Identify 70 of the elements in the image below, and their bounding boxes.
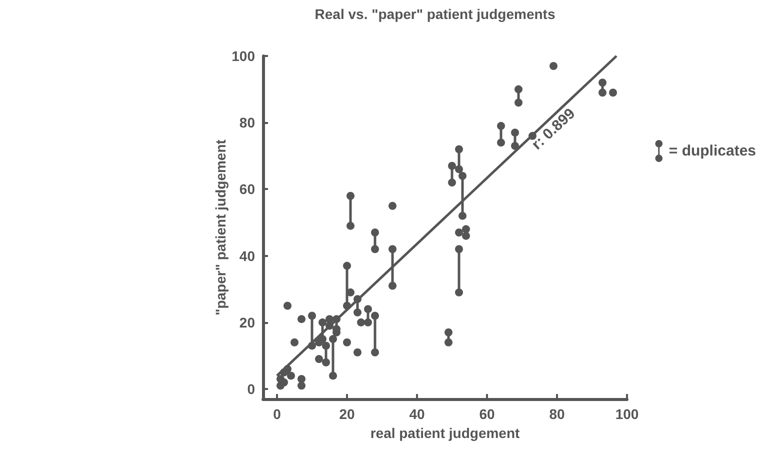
point: [371, 245, 379, 254]
point: [315, 355, 323, 364]
point: [444, 328, 452, 336]
point: [343, 338, 351, 346]
point: [329, 335, 337, 344]
point: [346, 222, 354, 230]
x-tick-label: 100: [615, 406, 639, 422]
point: [326, 315, 334, 324]
point: [298, 315, 306, 324]
point: [354, 348, 362, 356]
x-tick-label: 20: [339, 406, 355, 422]
y-tick-label: 20: [239, 314, 256, 330]
point: [609, 88, 617, 97]
point: [462, 225, 470, 234]
y-tick-label: 40: [239, 248, 256, 264]
chart-title: Real vs. "paper" patient judgements: [314, 6, 556, 22]
point: [550, 62, 558, 70]
point: [388, 282, 396, 290]
y-axis-title: "paper" patient judgement: [212, 139, 229, 316]
point: [444, 338, 452, 346]
point: [343, 262, 351, 270]
point: [497, 122, 505, 130]
x-tick-label: 60: [479, 406, 495, 422]
point: [357, 318, 365, 326]
x-tick-label: 80: [549, 406, 565, 422]
point: [598, 78, 606, 87]
point: [354, 308, 362, 316]
x-tick-label: 40: [409, 406, 425, 422]
x-tick-label: 0: [273, 406, 282, 422]
point: [455, 228, 463, 236]
point: [346, 192, 354, 200]
point: [458, 212, 466, 220]
point: [497, 138, 505, 147]
point: [371, 228, 379, 236]
point: [598, 88, 606, 97]
y-tick-label: 0: [247, 381, 256, 398]
y-tick-label: 80: [239, 114, 256, 131]
point: [455, 245, 463, 254]
legend-label: = duplicates: [668, 142, 756, 160]
point: [364, 318, 372, 326]
point: [329, 372, 337, 380]
point: [287, 372, 295, 380]
point: [364, 305, 372, 314]
point: [455, 145, 463, 154]
point: [371, 312, 379, 320]
point: [322, 342, 330, 350]
point: [308, 312, 316, 320]
point: [290, 338, 298, 346]
point: [322, 358, 330, 366]
point: [318, 335, 326, 344]
point: [511, 142, 519, 150]
point: [298, 382, 306, 390]
point: [458, 172, 466, 180]
point: [318, 318, 326, 326]
point: [448, 162, 456, 170]
point: [462, 232, 470, 240]
point: [371, 348, 379, 356]
y-tick-label: 100: [232, 48, 256, 64]
y-tick-label: 60: [239, 181, 256, 198]
point: [448, 178, 456, 187]
point: [511, 128, 519, 137]
point: [455, 165, 463, 174]
point: [298, 375, 306, 384]
point: [388, 202, 396, 210]
point: [514, 98, 522, 107]
x-axis-title: real patient judgement: [370, 424, 520, 441]
point: [388, 245, 396, 254]
point: [455, 288, 463, 296]
point: [514, 85, 522, 94]
point: [284, 302, 292, 310]
